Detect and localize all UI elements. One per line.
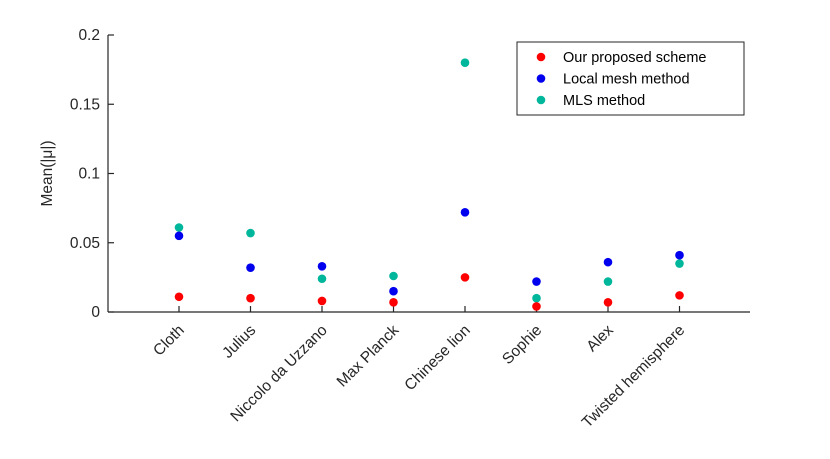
legend-label: MLS method <box>563 93 645 109</box>
data-point-local-mesh-method <box>389 286 398 296</box>
data-point-our-proposed-scheme <box>532 302 541 311</box>
x-tick-label: Alex <box>583 322 617 356</box>
y-tick-label: 0.1 <box>78 166 100 183</box>
y-tick-label: 0 <box>91 304 100 321</box>
data-point-local-mesh-method <box>246 263 255 272</box>
legend-marker <box>536 52 546 62</box>
data-point-our-proposed-scheme <box>460 273 470 282</box>
data-point-local-mesh-method <box>532 277 541 286</box>
data-point-our-proposed-scheme <box>675 291 684 300</box>
data-points <box>174 58 684 311</box>
data-point-our-proposed-scheme <box>317 296 327 306</box>
data-point-mls-method <box>675 259 684 268</box>
data-point-mls-method <box>532 293 541 303</box>
x-tick-label: Max Planck <box>334 322 403 391</box>
data-point-mls-method <box>246 228 255 238</box>
data-point-our-proposed-scheme <box>246 293 255 303</box>
x-tick-label: Julius <box>219 322 259 362</box>
x-tick-label: Sophie <box>499 322 545 368</box>
data-point-local-mesh-method <box>675 250 684 260</box>
x-tick-label: Chinese lion <box>401 322 473 394</box>
data-point-mls-method <box>460 58 470 67</box>
x-tick-label: Cloth <box>150 322 188 360</box>
legend: Our proposed scheme Local mesh method MLS … <box>516 41 745 116</box>
y-axis-label: Mean(|μ|) <box>39 140 56 206</box>
data-point-mls-method <box>603 277 613 286</box>
data-point-our-proposed-scheme <box>603 298 613 307</box>
data-point-our-proposed-scheme <box>174 292 184 302</box>
data-point-mls-method <box>317 274 327 284</box>
y-ticks: 0 0.05 0.1 0.15 0.2 <box>70 27 114 321</box>
data-point-our-proposed-scheme <box>389 298 398 307</box>
data-point-mls-method <box>389 271 398 281</box>
legend-marker <box>536 74 546 83</box>
data-point-local-mesh-method <box>603 257 613 267</box>
y-tick-label: 0.15 <box>70 96 100 113</box>
legend-label: Our proposed scheme <box>563 50 706 66</box>
legend-box <box>516 41 745 116</box>
data-point-mls-method <box>174 223 184 232</box>
legend-marker <box>536 95 546 105</box>
y-tick-label: 0.2 <box>78 27 100 44</box>
data-point-local-mesh-method <box>174 231 184 241</box>
data-point-local-mesh-method <box>460 207 470 217</box>
data-point-local-mesh-method <box>317 261 327 271</box>
legend-label: Local mesh method <box>563 72 690 88</box>
y-tick-label: 0.05 <box>70 235 100 252</box>
